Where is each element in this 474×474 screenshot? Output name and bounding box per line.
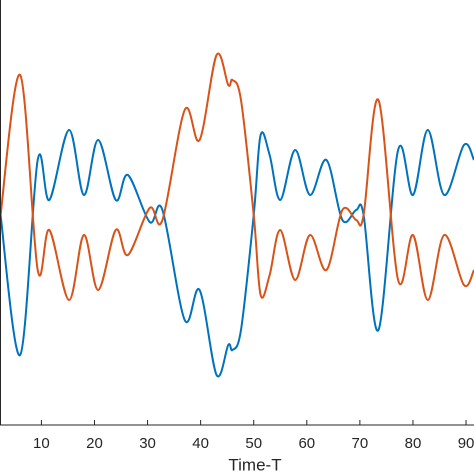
x-tick-label: 80: [405, 435, 422, 452]
x-tick-label: 10: [33, 435, 50, 452]
x-tick-label: 50: [245, 435, 262, 452]
x-tick-label: 20: [86, 435, 103, 452]
x-tick-label: 40: [192, 435, 209, 452]
x-tick-label: 70: [352, 435, 369, 452]
series-line: [0, 52, 474, 302]
x-tick-label: 60: [298, 435, 315, 452]
series-line: [0, 128, 474, 378]
x-tick-label: 90: [458, 435, 474, 452]
x-tick-label: 30: [139, 435, 156, 452]
x-axis-label: Time-T: [228, 455, 281, 474]
